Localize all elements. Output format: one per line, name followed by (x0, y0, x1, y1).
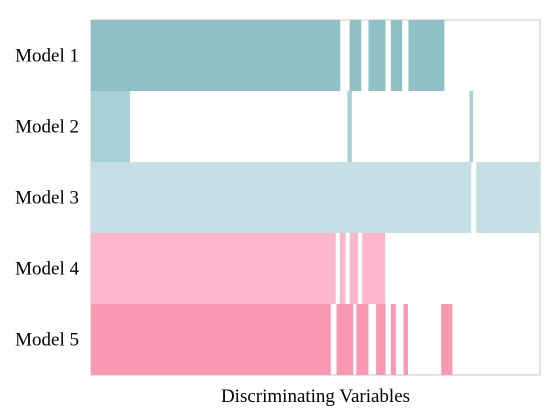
bar-segment-model-5-1 (91, 304, 331, 375)
bar-segment-model-1-5 (408, 20, 445, 91)
bar-segment-model-2-1 (91, 91, 131, 162)
bar-segment-model-5-7 (441, 304, 453, 375)
y-tick-label-model-2: Model 2 (15, 117, 79, 138)
bars-group (91, 20, 540, 375)
y-tick-labels: Model 1 Model 2 Model 3 Model 4 Model 5 (15, 46, 79, 351)
bar-segment-model-4-1 (91, 233, 336, 304)
bar-segment-model-5-2 (336, 304, 354, 375)
y-tick-label-model-5: Model 5 (15, 330, 79, 351)
bar-segment-model-3-2 (476, 162, 540, 233)
y-tick-label-model-3: Model 3 (15, 188, 79, 209)
bar-segment-model-1-4 (390, 20, 403, 91)
y-tick-label-model-1: Model 1 (15, 46, 79, 67)
bar-segment-model-1-2 (349, 20, 362, 91)
bar-segment-model-4-3 (349, 233, 359, 304)
bar-segment-model-1-1 (91, 20, 341, 91)
y-tick-label-model-4: Model 4 (15, 259, 79, 280)
bar-segment-model-1-3 (368, 20, 386, 91)
bar-segment-model-2-2 (347, 91, 352, 162)
bar-segment-model-5-6 (403, 304, 408, 375)
bar-segment-model-4-4 (362, 233, 386, 304)
bar-segment-model-4-2 (339, 233, 346, 304)
bar-segment-model-3-1 (91, 162, 472, 233)
bar-segment-model-5-3 (356, 304, 369, 375)
bar-segment-model-5-4 (376, 304, 386, 375)
bar-segment-model-2-3 (469, 91, 474, 162)
bar-segment-model-5-5 (390, 304, 396, 375)
x-axis-label: Discriminating Variables (221, 386, 410, 407)
